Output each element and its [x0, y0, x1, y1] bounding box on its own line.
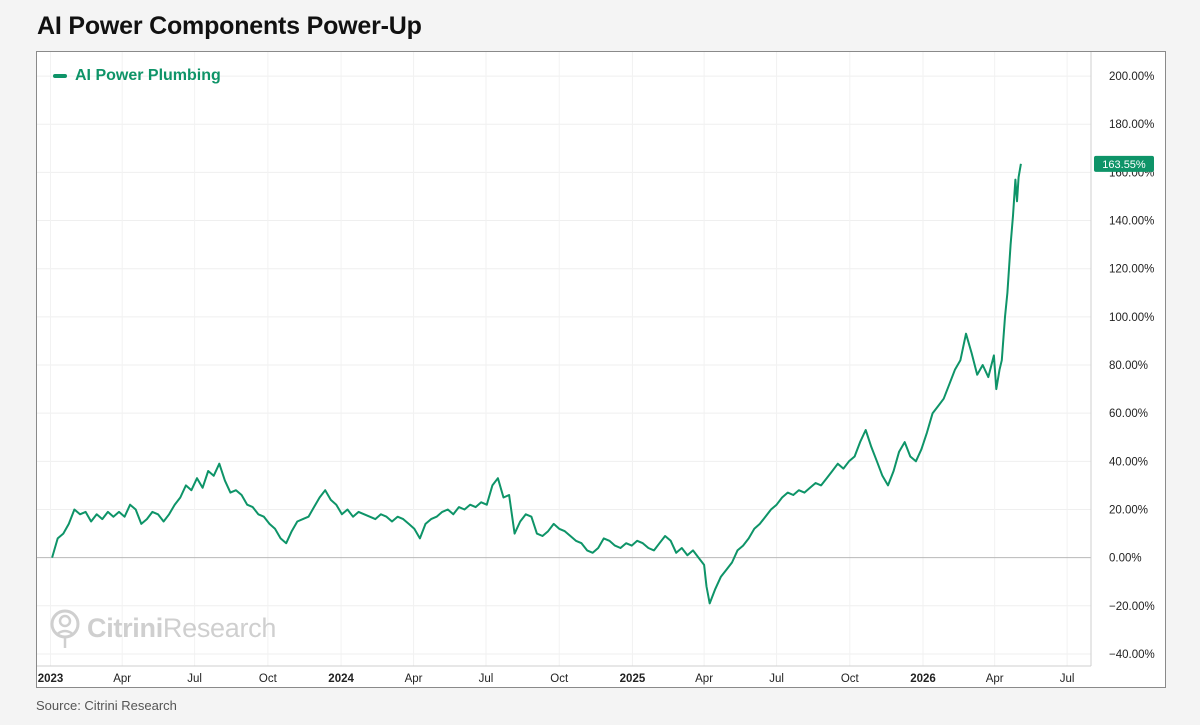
x-tick-label: Jul	[769, 673, 784, 685]
y-tick-label: 0.00%	[1109, 553, 1142, 565]
axes: 200.00%180.00%160.00%140.00%120.00%100.0…	[37, 52, 1155, 685]
series-line-ai-power-plumbing	[51, 163, 1022, 605]
x-tick-label: Jul	[479, 673, 494, 685]
y-tick-label: −20.00%	[1109, 601, 1155, 613]
y-tick-label: 180.00%	[1109, 119, 1154, 131]
chart-legend[interactable]: AI Power Plumbing	[53, 67, 221, 85]
y-tick-label: 80.00%	[1109, 360, 1148, 372]
page-title: AI Power Components Power-Up	[37, 12, 422, 40]
watermark-logo: CitriniResearch	[49, 607, 276, 649]
legend-label: AI Power Plumbing	[75, 67, 221, 84]
last-value-tag	[1094, 155, 1154, 172]
watermark-text: CitriniResearch	[87, 612, 277, 643]
last-value-tag-group: 163.55%	[1094, 155, 1154, 172]
y-tick-label: 120.00%	[1109, 264, 1154, 276]
x-tick-label: Oct	[841, 673, 860, 685]
x-tick-label: Apr	[986, 673, 1004, 685]
x-tick-label: Apr	[695, 673, 713, 685]
x-tick-label: Apr	[405, 673, 423, 685]
x-tick-label: Oct	[550, 673, 569, 685]
y-tick-label: 20.00%	[1109, 504, 1148, 516]
x-tick-label: 2023	[38, 673, 64, 685]
y-tick-label: 100.00%	[1109, 312, 1154, 324]
y-tick-label: 60.00%	[1109, 408, 1148, 420]
y-tick-label: 40.00%	[1109, 456, 1148, 468]
y-tick-label: 200.00%	[1109, 71, 1154, 83]
x-tick-label: Oct	[259, 673, 278, 685]
legend-swatch-icon	[53, 74, 67, 78]
x-tick-label: Jul	[1060, 673, 1075, 685]
last-value-label: 163.55%	[1102, 159, 1146, 171]
x-tick-label: 2024	[328, 673, 354, 685]
y-tick-label: 140.00%	[1109, 216, 1154, 228]
y-tick-label: −40.00%	[1109, 649, 1155, 661]
x-tick-label: Jul	[187, 673, 202, 685]
watermark-icon	[50, 609, 80, 648]
x-tick-label: 2025	[620, 673, 646, 685]
chart-frame: 200.00% 180.00% 160.00% 140.00% 120.00% 100.0…	[36, 51, 1166, 688]
chart-plot: 200.00%180.00%160.00%140.00%120.00%100.0…	[37, 52, 1155, 685]
x-tick-label: 2026	[910, 673, 936, 685]
grid-lines	[37, 52, 1091, 666]
series-layer	[51, 163, 1022, 605]
x-tick-label: Apr	[113, 673, 131, 685]
source-note: Source: Citrini Research	[36, 698, 177, 713]
